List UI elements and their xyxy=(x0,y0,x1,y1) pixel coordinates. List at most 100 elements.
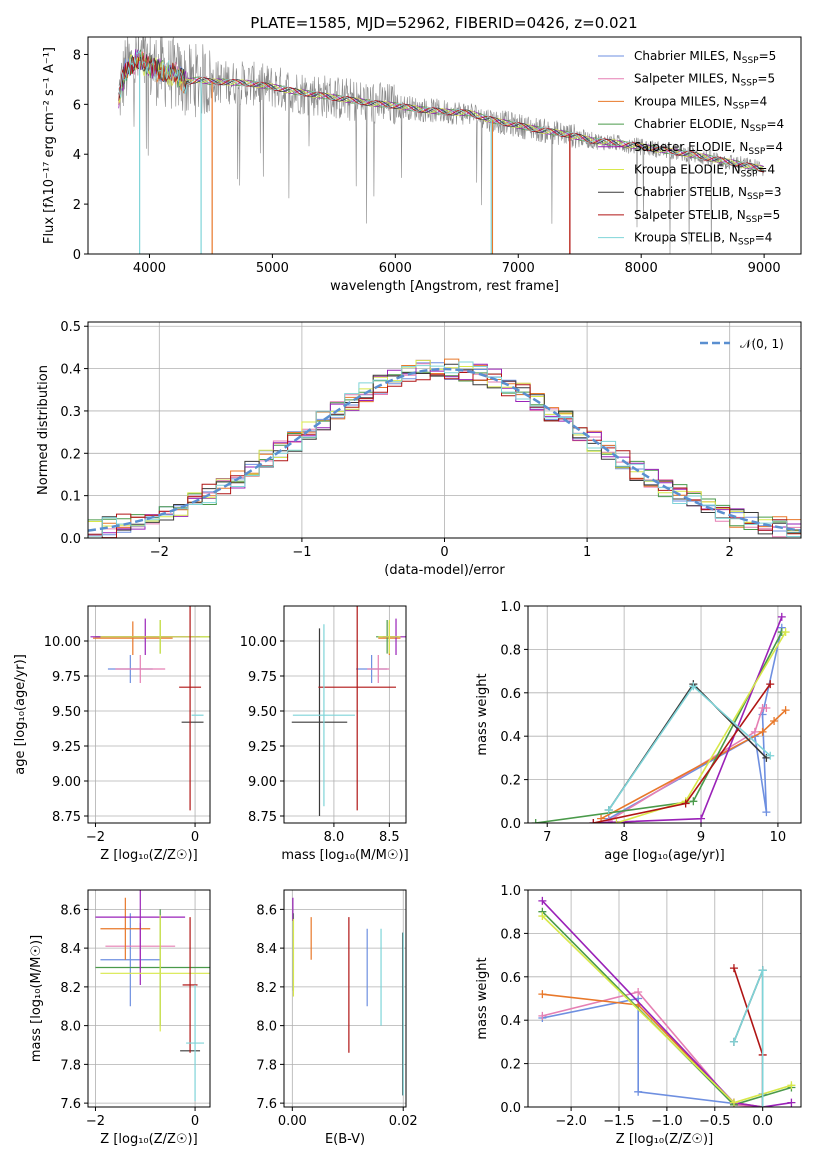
y-tick-label: 1.0 xyxy=(500,884,521,899)
weight-marker-salpeter_elodie xyxy=(777,612,786,621)
x-axis-label: Z [log₁₀(Z/Z☉)] xyxy=(616,1132,713,1147)
y-axis-label: mass weight xyxy=(475,673,490,755)
x-axis-label: age [log₁₀(age/yr)] xyxy=(604,848,725,863)
weight-marker-salpeter_stelib xyxy=(766,680,775,689)
x-tick-label: 4000 xyxy=(133,261,166,276)
panel-spectrum: 4000 5000 6000 7000 8000 9000 0 2 4 6 8 wavelength … xyxy=(42,36,802,294)
y-tick-label: 7.8 xyxy=(60,1058,81,1073)
weight-marker-salpeter_miles xyxy=(750,727,759,736)
x-tick-label: −1.5 xyxy=(603,1114,635,1129)
y-tick-label: 8.4 xyxy=(60,942,81,957)
legend-label: Kroupa STELIB, NSSP=4 xyxy=(634,231,772,248)
x-tick-label: 9 xyxy=(697,830,705,845)
axes-frame xyxy=(527,889,802,1108)
model-spectrum-salpeter_stelib xyxy=(118,55,764,173)
weight-marker-kroupa_elodie xyxy=(729,1098,738,1107)
weight-marker-chabrier_miles xyxy=(634,1087,643,1096)
x-axis-label: E(B-V) xyxy=(325,1132,365,1147)
y-tick-label: 9.25 xyxy=(52,740,81,755)
panel-age-weight: 7 8 9 10 0.0 0.2 0.4 0.6 0.8 1.0 age [log₁₀(age/yr… xyxy=(475,600,802,863)
y-tick-label: 7.6 xyxy=(60,1097,81,1112)
x-tick-label: 2 xyxy=(726,545,734,560)
x-tick-label: −1.0 xyxy=(651,1114,683,1129)
legend-label: Salpeter ELODIE, NSSP=4 xyxy=(634,140,783,157)
y-axis-label: Flux [fλ10⁻¹⁷ erg cm⁻² s⁻¹ A⁻¹] xyxy=(42,47,57,244)
x-axis-label: Z [log₁₀(Z/Z☉)] xyxy=(100,1132,197,1147)
weight-marker-kroupa_miles xyxy=(781,706,790,715)
x-tick-label: 0 xyxy=(191,1114,199,1129)
y-tick-label: 0.2 xyxy=(60,447,81,462)
y-tick-label: 8.4 xyxy=(256,942,277,957)
plot-area xyxy=(88,606,210,823)
legend-label: Chabrier ELODIE, NSSP=4 xyxy=(634,117,784,134)
x-tick-label: 7000 xyxy=(502,261,535,276)
weight-marker-chabrier_elodie xyxy=(689,797,698,806)
x-tick-label: 8000 xyxy=(625,261,658,276)
x-tick-label: −2 xyxy=(86,830,105,845)
plot-area xyxy=(528,890,801,1107)
y-tick-label: 9.00 xyxy=(52,775,81,790)
y-tick-label: 0.0 xyxy=(500,1101,521,1116)
y-tick-label: 9.00 xyxy=(248,775,277,790)
x-tick-label: 6000 xyxy=(379,261,412,276)
panel-ebv-mass: 0.00 0.02 7.6 7.8 8.0 8.2 8.4 8.6 E(B-V) xyxy=(256,889,418,1147)
weight-line-salpeter_stelib xyxy=(733,967,764,1107)
plot-area xyxy=(88,322,801,538)
x-tick-label: −0.5 xyxy=(699,1114,731,1129)
weight-marker-kroupa_elodie xyxy=(538,912,547,921)
y-tick-label: 2 xyxy=(73,198,81,213)
axes-frame xyxy=(527,605,802,824)
weight-marker-salpeter_miles xyxy=(762,703,771,712)
y-tick-label: 0.5 xyxy=(60,320,81,335)
panel-residuals: −2 −1 0 1 2 0.0 0.1 0.2 0.3 0.4 0.5 (data-model)/er… xyxy=(36,320,802,578)
panel-z-weight: −2.0 −1.5 −1.0 −0.5 0.0 0.0 0.2 0.4 0.6 0.8 1.0 Z [… xyxy=(475,884,802,1147)
y-axis-label: age [log₁₀(age/yr)] xyxy=(13,654,28,775)
x-tick-label: 7 xyxy=(543,830,551,845)
weight-marker-kroupa_elodie xyxy=(612,819,621,823)
y-tick-label: 0.3 xyxy=(60,405,81,420)
x-tick-label: 0.02 xyxy=(389,1114,418,1129)
y-tick-label: 0.4 xyxy=(500,1014,521,1029)
y-tick-label: 0.0 xyxy=(60,532,81,547)
y-tick-label: 9.25 xyxy=(248,740,277,755)
weight-marker-salpeter_stelib xyxy=(589,819,598,823)
y-tick-label: 9.50 xyxy=(248,705,277,720)
weight-marker-kroupa_stelib xyxy=(766,751,775,760)
x-tick-label: −1 xyxy=(292,545,311,560)
x-axis-label: wavelength [Angstrom, rest frame] xyxy=(330,279,559,294)
y-tick-label: 9.75 xyxy=(52,670,81,685)
axes-frame xyxy=(283,605,407,824)
x-tick-label: 8.5 xyxy=(379,830,400,845)
x-tick-label: −2.0 xyxy=(555,1114,587,1129)
y-tick-label: 8.6 xyxy=(256,903,277,918)
y-tick-label: 0.4 xyxy=(500,730,521,745)
weight-line-chabrier_miles xyxy=(542,997,764,1107)
weight-marker-chabrier_miles xyxy=(762,808,771,817)
spectrum-legend: Chabrier MILES, NSSP=5 Salpeter MILES, NS… xyxy=(598,49,784,248)
weight-marker-salpeter_stelib xyxy=(681,799,690,808)
y-tick-label: 8.75 xyxy=(248,810,277,825)
axes-frame xyxy=(87,36,802,255)
legend-label: 𝒩(0, 1) xyxy=(740,337,784,351)
residual-legend: 𝒩(0, 1) xyxy=(700,337,784,351)
x-tick-label: 8 xyxy=(620,830,628,845)
y-tick-label: 1.0 xyxy=(500,600,521,615)
y-tick-label: 10.00 xyxy=(44,635,81,650)
x-tick-label: 0 xyxy=(440,545,448,560)
y-axis-label: Normed distribution xyxy=(36,365,51,495)
axes-frame xyxy=(283,889,407,1108)
plot-area xyxy=(88,890,210,1107)
y-tick-label: 8.6 xyxy=(60,903,81,918)
y-tick-label: 8.2 xyxy=(256,981,277,996)
legend-label: Chabrier STELIB, NSSP=3 xyxy=(634,185,782,202)
model-spectrum-chabrier_elodie xyxy=(118,49,764,171)
y-axis-label: mass weight xyxy=(475,957,490,1039)
x-tick-label: 5000 xyxy=(256,261,289,276)
y-tick-label: 10.00 xyxy=(240,635,277,650)
y-tick-label: 6 xyxy=(73,98,81,113)
weight-marker-kroupa_stelib xyxy=(604,805,613,814)
model-spectrum-kroupa_stelib xyxy=(118,50,765,172)
y-tick-label: 0.2 xyxy=(500,774,521,789)
weight-marker-salpeter_miles xyxy=(538,1011,547,1020)
x-tick-label: 0.00 xyxy=(278,1114,307,1129)
